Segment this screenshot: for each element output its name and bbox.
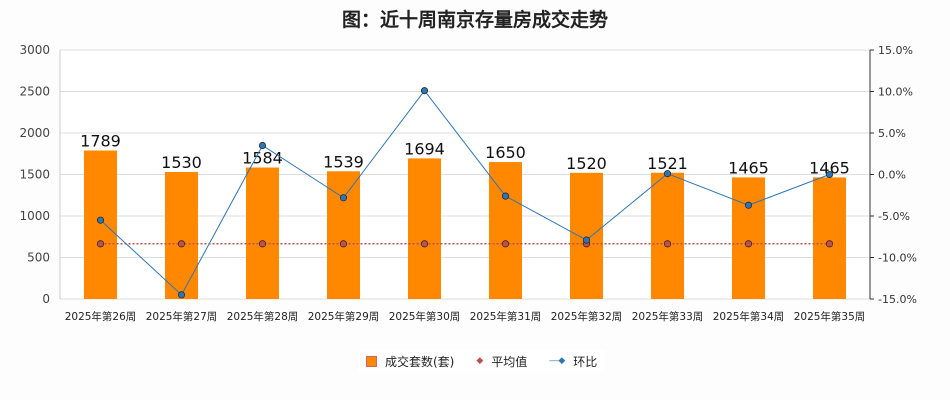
bar	[570, 172, 603, 299]
data-label: 1694	[404, 139, 445, 158]
legend-label: 成交套数(套)	[385, 354, 455, 369]
y-tick-label: 2000	[19, 126, 50, 140]
avg-point	[744, 240, 753, 248]
avg-point	[420, 240, 429, 248]
data-label: 1539	[323, 152, 364, 171]
bar	[813, 177, 846, 299]
legend-swatch-bar	[366, 355, 377, 367]
x-tick-label: 2025年第26周	[65, 310, 137, 323]
avg-point	[825, 240, 834, 248]
ratio-point	[339, 194, 348, 202]
y-tick-label: 2500	[19, 85, 50, 99]
bar	[84, 150, 117, 299]
x-tick-label: 2025年第34周	[713, 310, 785, 323]
ratio-point	[663, 170, 672, 178]
ratio-point	[420, 87, 429, 95]
ratio-point	[96, 216, 105, 224]
data-label: 1650	[485, 143, 526, 162]
x-tick-label: 2025年第35周	[794, 310, 866, 323]
data-label: 1465	[728, 158, 769, 177]
ratio-point	[744, 201, 753, 209]
y2-tick-label: 0.0%	[878, 169, 906, 182]
bar	[732, 177, 765, 299]
data-label: 1584	[242, 149, 283, 168]
y2-tick-label: -5.0%	[878, 210, 910, 223]
y-tick-label: 1500	[19, 168, 50, 182]
bar	[246, 167, 279, 299]
y2-tick-label: 5.0%	[878, 127, 906, 140]
y2-tick-label: 10.0%	[878, 86, 913, 99]
y-tick-label: 500	[27, 251, 50, 265]
legend-label: 平均值	[491, 354, 528, 369]
ratio-point	[582, 236, 591, 244]
legend: 成交套数(套) ◆ 平均值 ―◆ 环比	[358, 350, 606, 372]
chart-title: 图：近十周南京存量房成交走势	[341, 9, 608, 31]
bar	[327, 171, 360, 299]
data-label: 1789	[80, 132, 121, 151]
ratio-point	[177, 291, 186, 299]
data-label: 1520	[566, 154, 607, 173]
legend-item-ratio[interactable]: ―◆ 环比	[549, 353, 597, 370]
data-label: 1521	[647, 154, 688, 173]
diamond-icon: ◆	[476, 356, 484, 366]
avg-point	[96, 240, 105, 248]
bar	[408, 158, 441, 299]
y2-tick-label: 15.0%	[878, 44, 913, 57]
ratio-point	[501, 192, 510, 200]
y-tick-label: 0	[42, 292, 50, 306]
legend-label: 环比	[573, 354, 598, 369]
data-label: 1530	[161, 153, 202, 172]
ratio-point	[258, 141, 267, 150]
bar	[165, 172, 198, 299]
bar	[651, 172, 684, 299]
x-tick-label: 2025年第30周	[389, 310, 461, 323]
ratio-line	[100, 89, 830, 296]
legend-item-avg[interactable]: ◆ 平均值	[476, 353, 527, 370]
legend-item-bar[interactable]: 成交套数(套)	[366, 353, 454, 370]
y2-tick-label: -15.0%	[878, 293, 917, 306]
data-label: 1465	[809, 158, 850, 177]
x-tick-label: 2025年第28周	[227, 310, 299, 323]
x-tick-label: 2025年第33周	[632, 310, 704, 323]
x-tick-label: 2025年第27周	[146, 310, 218, 323]
x-tick-label: 2025年第31周	[470, 310, 542, 323]
avg-point	[501, 240, 510, 248]
avg-point	[663, 240, 672, 248]
avg-point	[258, 240, 267, 248]
x-tick-label: 2025年第32周	[551, 310, 623, 323]
y2-tick-label: -10.0%	[878, 252, 917, 265]
avg-point	[177, 240, 186, 248]
y-tick-label: 1000	[19, 209, 50, 223]
line-marker-icon: ―◆	[549, 356, 566, 366]
x-tick-label: 2025年第29周	[308, 310, 380, 323]
ratio-point	[825, 170, 834, 179]
bar	[489, 162, 522, 299]
y-tick-label: 3000	[19, 43, 50, 57]
avg-point	[339, 240, 348, 248]
